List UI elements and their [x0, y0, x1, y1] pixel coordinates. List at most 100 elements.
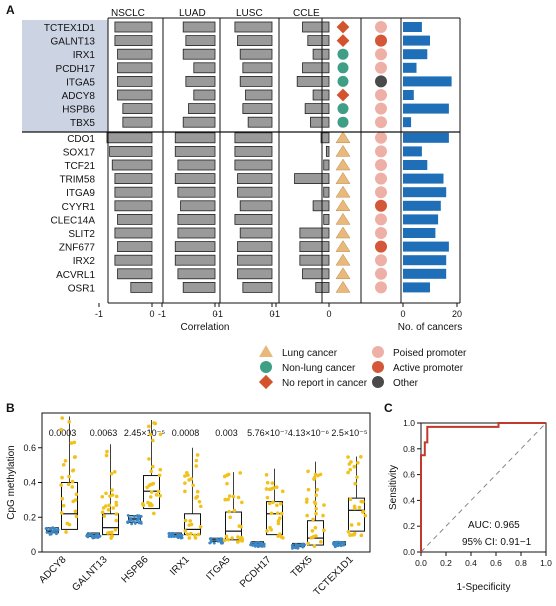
- cancer-marker-irx1: [337, 48, 349, 60]
- promoter-marker-tctex1d1: [375, 21, 387, 33]
- corr-bar-ccle-pcdh17: [302, 62, 330, 74]
- tumor-point-itga5: [227, 509, 231, 514]
- normal-point-tbx5: [290, 543, 294, 547]
- tumor-point-galnt13: [104, 491, 108, 496]
- roc-xtick-label-4: 0.8: [515, 558, 527, 568]
- normal-point-tbx5: [296, 546, 300, 550]
- tumor-point-adcy8: [70, 468, 75, 473]
- corr-bar-ccle-tbx5: [310, 116, 330, 128]
- xlabel-tctex1d1: TCTEX1D1: [312, 554, 356, 598]
- tumor-point-adcy8: [69, 441, 74, 445]
- tumor-point-irx1: [198, 504, 203, 509]
- normal-point-itga5: [216, 538, 220, 541]
- tumor-point-galnt13: [114, 494, 119, 499]
- pvalue-galnt13: 0.0063: [90, 428, 118, 438]
- pvalue-tbx5: 4.13×10⁻⁶: [288, 428, 330, 438]
- tumor-point-irx1: [187, 523, 191, 527]
- tumor-point-hspb6: [147, 424, 151, 429]
- cancer-marker-znf677: [335, 240, 351, 252]
- cancer-marker-clec14a: [335, 212, 351, 225]
- promoter-marker-pcdh17: [375, 61, 387, 74]
- cancer-count-bar-pcdh17: [403, 62, 417, 73]
- corr-bar-luad-irx2: [174, 254, 216, 266]
- promoter-marker-itga5: [375, 75, 387, 88]
- cancer-marker-adcy8: [336, 88, 350, 102]
- normal-point-tctex1d1: [334, 544, 338, 548]
- tumor-point-itga5: [236, 535, 240, 539]
- tumor-point-tctex1d1: [347, 462, 352, 466]
- ci-text: 95% CI: 0.91−1: [462, 537, 532, 548]
- corr-bar-lusc-irx2: [237, 254, 273, 266]
- tumor-point-pcdh17: [264, 473, 269, 477]
- tumor-point-hspb6: [146, 500, 150, 505]
- cancer-marker-tbx5: [337, 116, 349, 128]
- tumor-point-tctex1d1: [348, 467, 353, 472]
- legend-noreport-label: No report in cancer: [282, 378, 368, 389]
- normal-point-pcdh17: [262, 542, 266, 546]
- cancer-count-bar-itga9: [403, 187, 447, 198]
- normal-point-adcy8: [53, 527, 56, 531]
- roc-xtick-label-5: 1.0: [540, 558, 552, 568]
- tumor-point-tctex1d1: [355, 461, 360, 465]
- cancer-marker-cdo1: [335, 131, 351, 144]
- corr-bar-luad-trim58: [174, 173, 216, 185]
- tumor-point-tbx5: [314, 506, 318, 511]
- tumor-point-hspb6: [149, 469, 153, 474]
- corr-bar-nsclc-osr1: [130, 281, 153, 293]
- gene-label-tbx5: TBX5: [70, 118, 95, 129]
- normal-point-hspb6: [137, 516, 141, 520]
- tumor-point-adcy8: [63, 459, 68, 463]
- tumor-point-irx1: [192, 533, 197, 537]
- corr-bar-luad-itga9: [177, 186, 216, 198]
- corr-bar-nsclc-tcf21: [111, 159, 153, 171]
- normal-point-tbx5: [295, 543, 298, 547]
- tumor-point-hspb6: [153, 421, 158, 426]
- promoter-marker-hspb6: [375, 102, 387, 115]
- xlabel-itga5: ITGA5: [204, 554, 233, 583]
- normal-point-galnt13: [91, 536, 95, 540]
- cancer-marker-hspb6: [337, 103, 349, 115]
- corr-bar-nsclc-irx2: [114, 254, 153, 266]
- tumor-point-tbx5: [305, 497, 309, 502]
- corr-bar-ccle-irx1: [312, 48, 330, 60]
- tumor-point-adcy8: [73, 455, 77, 459]
- tumor-point-adcy8: [67, 420, 72, 424]
- tumor-point-pcdh17: [281, 536, 285, 540]
- tumor-point-pcdh17: [267, 501, 272, 506]
- tumor-point-hspb6: [150, 503, 154, 508]
- tumor-point-pcdh17: [275, 503, 279, 508]
- tumor-point-irx1: [189, 531, 193, 536]
- tumor-point-galnt13: [111, 506, 116, 510]
- corr-bar-luad-osr1: [182, 281, 216, 293]
- promoter-marker-acvrl1: [375, 267, 387, 280]
- corr-bar-luad-cyyr1: [180, 200, 216, 212]
- corr-bar-lusc-hspb6: [242, 103, 273, 114]
- group-header-luad: LUAD: [179, 8, 206, 19]
- tumor-point-itga5: [227, 494, 232, 498]
- promoter-marker-galnt13: [375, 34, 387, 47]
- gene-label-slit2: SLIT2: [68, 229, 95, 240]
- tumor-point-adcy8: [73, 509, 78, 514]
- cancer-count-bar-tctex1d1: [403, 22, 422, 32]
- corr-bar-lusc-tbx5: [247, 116, 273, 128]
- normal-point-tbx5: [292, 545, 296, 549]
- tumor-point-galnt13: [114, 503, 119, 507]
- tumor-point-pcdh17: [269, 511, 274, 516]
- corr-tick-label-1-1: 0: [212, 309, 217, 319]
- tumor-point-galnt13: [112, 469, 117, 474]
- gene-label-acvrl1: ACVRL1: [56, 270, 95, 281]
- corr-bar-luad-slit2: [177, 227, 216, 239]
- corr-bar-luad-tctex1d1: [182, 21, 216, 33]
- tumor-point-itga5: [231, 494, 236, 499]
- diagonal-reference: [420, 422, 547, 553]
- corr-bar-ccle-cyyr1: [312, 200, 330, 212]
- corr-bar-nsclc-irx1: [117, 48, 153, 60]
- promoter-marker-tbx5: [375, 116, 387, 129]
- gene-label-sox17: SOX17: [63, 147, 96, 158]
- corr-bar-nsclc-galnt13: [114, 35, 153, 46]
- tumor-point-hspb6: [156, 489, 161, 494]
- tumor-point-irx1: [194, 464, 199, 468]
- tumor-point-tbx5: [311, 517, 315, 522]
- tumor-point-itga5: [222, 474, 227, 479]
- corr-bar-lusc-slit2: [239, 227, 273, 239]
